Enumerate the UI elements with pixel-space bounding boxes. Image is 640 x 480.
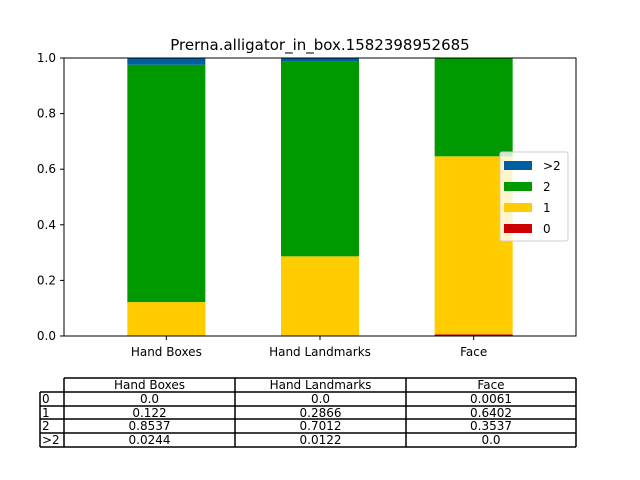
legend-swatch <box>504 224 532 233</box>
table-cell: 0.8537 <box>129 419 171 433</box>
y-tick-label: 1.0 <box>37 51 56 65</box>
bar-hand-landmarks-series-2 <box>281 61 359 257</box>
y-tick-label: 0.4 <box>37 218 56 232</box>
legend-label: 1 <box>543 201 551 215</box>
table-cell: 0.122 <box>132 406 166 420</box>
table-column-header: Face <box>477 378 504 392</box>
legend-label: >2 <box>543 159 561 173</box>
bar-face-series-0 <box>434 334 513 336</box>
y-tick-label: 0.2 <box>37 273 56 287</box>
bars-group <box>127 57 513 336</box>
bar-hand-boxes-series-3 <box>127 57 206 65</box>
legend-swatch <box>504 182 532 191</box>
table-cell: 0.0 <box>311 392 330 406</box>
table-cell: 0.6402 <box>470 406 512 420</box>
table-cell: 0.0 <box>140 392 159 406</box>
table-cell: 0.0244 <box>129 433 171 447</box>
y-tick-label: 0.8 <box>37 107 56 121</box>
legend-label: 0 <box>543 222 551 236</box>
legend-label: 2 <box>543 180 551 194</box>
table-row-label: >2 <box>42 433 60 447</box>
bar-hand-landmarks-series-3 <box>281 58 359 62</box>
x-axis: Hand Boxes Hand Landmarks Face <box>131 336 487 359</box>
legend: >2 2 1 0 <box>499 151 569 242</box>
table-cell: 0.7012 <box>300 419 342 433</box>
table-row-label: 0 <box>42 392 50 406</box>
x-tick-label: Hand Boxes <box>131 345 202 359</box>
legend-swatch <box>504 161 532 170</box>
table-cell: 0.0061 <box>470 392 512 406</box>
legend-swatch <box>504 203 532 212</box>
data-table: Hand Boxes Hand Landmarks Face 0 0.0 0.0 0.006… <box>39 377 577 448</box>
chart-title: Prerna.alligator_in_box.1582398952685 <box>170 36 469 55</box>
table-cell: 0.0 <box>481 433 500 447</box>
table-column-header: Hand Landmarks <box>270 378 372 392</box>
y-tick-label: 0.0 <box>37 329 56 343</box>
table-column-header: Hand Boxes <box>114 378 185 392</box>
table-cell: 0.2866 <box>300 406 342 420</box>
bar-face-series-2 <box>434 58 513 157</box>
x-tick-label: Face <box>460 345 487 359</box>
table-row-label: 2 <box>42 419 50 433</box>
table-row-label: 1 <box>42 406 50 420</box>
y-axis: 0.0 0.2 0.4 0.6 0.8 1.0 <box>37 51 64 343</box>
y-tick-label: 0.6 <box>37 162 56 176</box>
x-tick-label: Hand Landmarks <box>269 345 371 359</box>
bar-hand-landmarks-series-1 <box>281 256 359 336</box>
table-cell: 0.0122 <box>300 433 342 447</box>
table-cell: 0.3537 <box>470 419 512 433</box>
bar-hand-boxes-series-2 <box>127 64 206 303</box>
bar-hand-boxes-series-1 <box>127 302 206 336</box>
legend-box <box>499 151 569 242</box>
